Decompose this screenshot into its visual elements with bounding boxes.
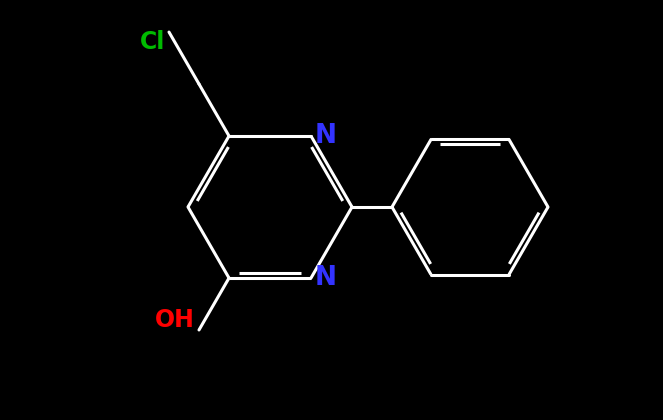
Text: N: N (315, 265, 337, 291)
Text: Cl: Cl (140, 30, 165, 54)
Text: OH: OH (155, 308, 195, 332)
Text: N: N (315, 123, 337, 149)
